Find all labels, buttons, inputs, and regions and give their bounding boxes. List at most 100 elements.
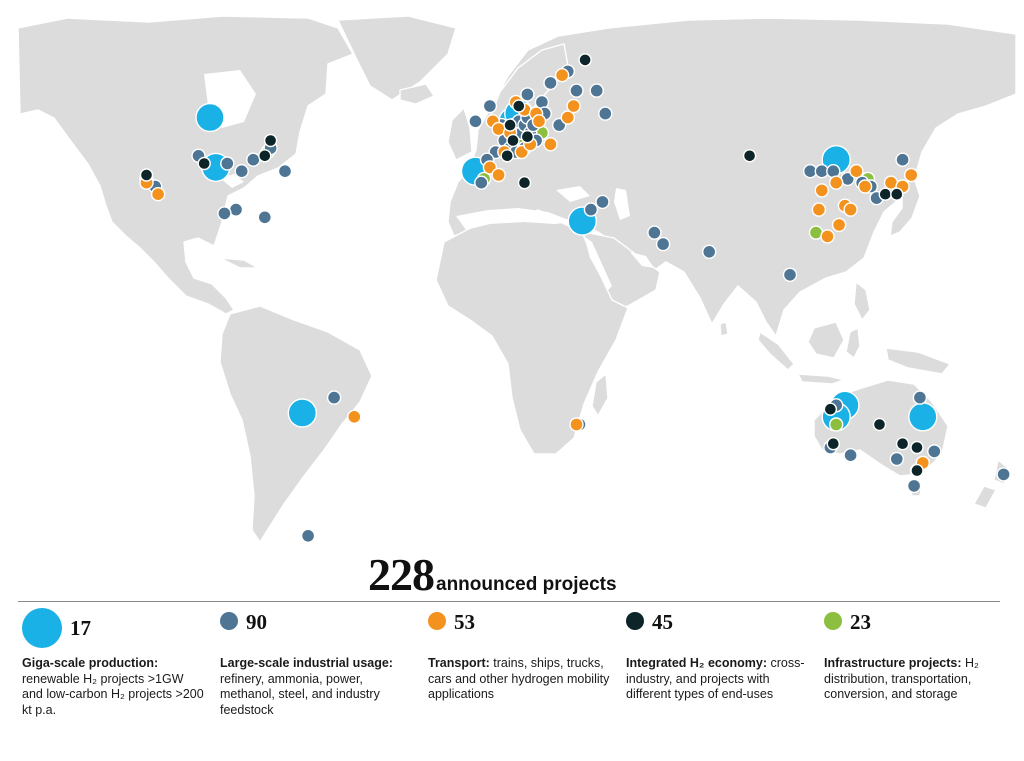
transport-project-marker bbox=[811, 202, 827, 217]
integrated-project-marker bbox=[890, 187, 904, 201]
industrial-project-marker bbox=[257, 210, 272, 225]
philippines-landmass bbox=[853, 280, 871, 322]
legend-item-industrial: 90 Large-scale industrial usage: refinery… bbox=[220, 606, 405, 718]
integrated-project-marker bbox=[578, 53, 592, 67]
transport-project-marker bbox=[566, 98, 581, 114]
industrial-project-marker bbox=[889, 451, 904, 467]
total-projects-label: announced projects bbox=[436, 574, 617, 595]
infrastructure-title: Infrastructure projects: bbox=[824, 656, 966, 670]
industrial-project-marker bbox=[782, 267, 798, 282]
transport-project-marker bbox=[531, 114, 547, 129]
sumatra-landmass bbox=[757, 330, 795, 371]
transport-text: trains, ships, trucks, cars and other hy… bbox=[428, 656, 610, 701]
industrial-project-marker bbox=[217, 206, 232, 221]
legend-item-transport: 53 Transport: trains, ships, trucks, cars… bbox=[428, 606, 613, 703]
industrial-description: Large-scale industrial usage: refinery, … bbox=[220, 656, 405, 718]
caspian-sea bbox=[614, 188, 630, 220]
legend-swatch-row: 45 bbox=[626, 606, 811, 656]
industrial-project-marker bbox=[912, 390, 928, 405]
industrial-project-marker bbox=[906, 478, 922, 494]
integrated-project-marker bbox=[910, 463, 924, 478]
integrated-swatch bbox=[626, 612, 644, 630]
integrated-project-marker bbox=[197, 156, 211, 171]
integrated-description: Integrated H₂ economy: cross-industry, a… bbox=[626, 656, 811, 703]
integrated-project-marker bbox=[263, 133, 278, 148]
industrial-project-marker bbox=[589, 83, 604, 98]
integrated-project-marker bbox=[826, 437, 840, 451]
infrastructure-project-marker bbox=[829, 417, 844, 432]
industrial-project-marker bbox=[595, 194, 610, 210]
transport-description: Transport: trains, ships, trucks, cars a… bbox=[428, 656, 613, 703]
legend-swatch-row: 53 bbox=[428, 606, 613, 656]
industrial-swatch bbox=[220, 612, 238, 630]
industrial-project-marker bbox=[277, 163, 293, 179]
giga-title: Giga-scale production: bbox=[22, 656, 159, 670]
persian-gulf bbox=[630, 252, 654, 268]
industrial-project-marker bbox=[996, 467, 1011, 482]
transport-project-marker bbox=[569, 417, 584, 432]
industrial-project-marker bbox=[843, 448, 858, 463]
industrial-project-marker bbox=[474, 175, 489, 190]
infrastructure-description: Infrastructure projects: H₂ distribution… bbox=[824, 656, 1009, 703]
integrated-project-marker bbox=[823, 402, 838, 416]
integrated-title: Integrated H₂ economy: bbox=[626, 656, 771, 670]
sri-lanka-landmass bbox=[719, 321, 729, 337]
integrated-project-marker bbox=[512, 99, 526, 113]
japan-landmass bbox=[889, 176, 921, 238]
transport-project-marker bbox=[150, 186, 166, 202]
transport-project-marker bbox=[554, 67, 570, 83]
giga-text: renewable H₂ projects >1GW and low-carbo… bbox=[22, 671, 204, 717]
industrial-text: refinery, ammonia, power, methanol, stee… bbox=[220, 671, 380, 717]
integrated-project-marker bbox=[910, 440, 924, 455]
industrial-project-marker bbox=[326, 390, 342, 405]
total-projects-count: 228 bbox=[368, 549, 435, 600]
transport-project-marker bbox=[814, 183, 829, 198]
integrated-project-marker bbox=[520, 129, 535, 144]
industrial-project-marker bbox=[246, 152, 261, 167]
integrated-project-marker bbox=[878, 187, 892, 201]
world-map bbox=[17, 15, 1017, 544]
cuba-landmass bbox=[219, 257, 261, 269]
giga-count: 17 bbox=[70, 616, 91, 640]
integrated-project-marker bbox=[258, 149, 272, 163]
industrial-project-marker bbox=[300, 528, 316, 543]
transport-project-marker bbox=[849, 163, 864, 179]
legend-item-integrated: 45 Integrated H₂ economy: cross-industry,… bbox=[626, 606, 811, 703]
integrated-text: cross-industry, and projects with differ… bbox=[626, 656, 805, 701]
north-america-landmass bbox=[17, 15, 355, 315]
british-isles-landmass bbox=[447, 106, 473, 161]
land-masses bbox=[17, 15, 1017, 544]
industrial-project-marker bbox=[598, 106, 613, 121]
giga-project-marker bbox=[908, 402, 938, 432]
integrated-project-marker bbox=[506, 133, 520, 148]
transport-project-marker bbox=[857, 179, 873, 194]
legend-item-infrastructure: 23 Infrastructure projects: H₂ distributi… bbox=[824, 606, 1009, 703]
new-guinea-landmass bbox=[885, 347, 952, 375]
giga-project-marker bbox=[287, 398, 317, 428]
transport-project-marker bbox=[491, 167, 506, 183]
giga-swatch bbox=[22, 608, 62, 648]
red-sea bbox=[584, 236, 612, 290]
legend-divider bbox=[18, 601, 1000, 602]
integrated-project-marker bbox=[139, 168, 154, 182]
integrated-count: 45 bbox=[652, 610, 673, 634]
industrial-project-marker bbox=[234, 163, 249, 179]
transport-project-marker bbox=[843, 202, 858, 217]
industrial-project-marker bbox=[543, 75, 558, 91]
borneo-landmass bbox=[807, 321, 845, 359]
integrated-project-marker bbox=[742, 149, 757, 163]
transport-project-marker bbox=[831, 217, 847, 233]
industrial-project-marker bbox=[520, 87, 535, 102]
new-zealand-landmass bbox=[972, 458, 1009, 509]
headline: 228 announced projects bbox=[368, 548, 617, 601]
industrial-title: Large-scale industrial usage: bbox=[220, 656, 393, 670]
industrial-project-marker bbox=[468, 114, 483, 129]
transport-project-marker bbox=[347, 409, 362, 424]
infrastructure-swatch bbox=[824, 612, 842, 630]
transport-swatch bbox=[428, 612, 446, 630]
transport-project-marker bbox=[829, 175, 844, 190]
industrial-project-marker bbox=[895, 152, 910, 167]
black-sea bbox=[556, 186, 590, 202]
industrial-project-marker bbox=[927, 444, 942, 459]
iceland-landmass bbox=[399, 83, 436, 105]
